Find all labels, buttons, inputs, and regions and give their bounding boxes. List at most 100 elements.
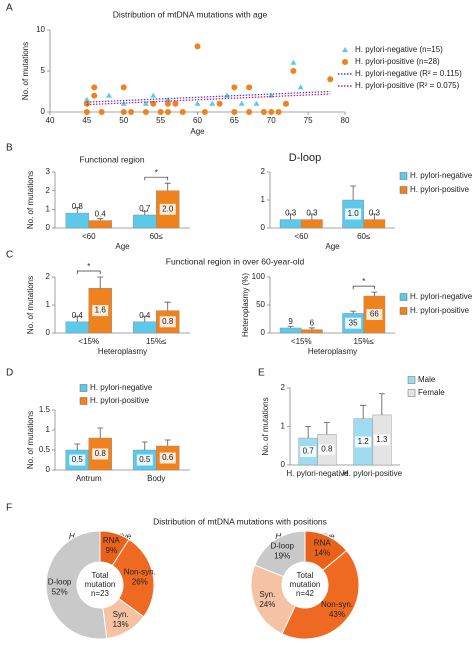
point [231, 84, 238, 91]
slice-value: 19% [274, 552, 290, 561]
x-tick-label: 80 [341, 116, 350, 125]
value-label: 1.2 [358, 437, 370, 446]
y-tick-label: 0 [46, 223, 51, 232]
y-tick-label: 0 [46, 328, 51, 337]
value-label: 0.3 [306, 209, 318, 218]
error-bar [308, 213, 315, 220]
y-tick-label: 2 [261, 167, 266, 176]
slice-value: 14% [314, 548, 330, 557]
point [201, 109, 208, 115]
point [120, 84, 127, 91]
point [172, 100, 179, 107]
value-label: 35 [349, 318, 358, 327]
point [238, 100, 245, 106]
legend-label: H. pylori-negative [410, 292, 473, 301]
x-tick-label: Body [147, 474, 165, 483]
significance-label: * [362, 277, 365, 286]
error-bar [97, 276, 104, 289]
error-bar [74, 443, 81, 450]
point [142, 109, 149, 115]
value-label: 0.3 [369, 209, 381, 218]
panel-letter: D [6, 368, 13, 379]
y-tick-label: 1 [46, 204, 51, 213]
y-axis-label: No. of mutations [26, 171, 35, 229]
value-label-box [373, 434, 390, 446]
error-bar [74, 315, 81, 322]
error-bar [350, 310, 357, 314]
y-tick-label: 1 [46, 425, 51, 434]
legend-swatch [342, 59, 348, 65]
value-label-box [345, 317, 362, 329]
legend-label: H. pylori-negative [90, 383, 153, 392]
bar [65, 321, 89, 334]
value-label-box [69, 454, 86, 466]
error-bar [371, 291, 378, 297]
point [179, 109, 186, 115]
y-tick-label: 2 [46, 272, 51, 281]
x-tick-label: <60 [82, 232, 96, 241]
trendline [86, 93, 331, 106]
slice-label: Non-syn. [124, 568, 156, 577]
x-tick-label: H. pylori-negative [286, 469, 349, 478]
x-tick-label: 60≤ [150, 232, 164, 241]
y-axis-label: No. of mutations [21, 42, 30, 100]
panel-letter: B [6, 143, 13, 154]
point [150, 92, 157, 98]
value-label: 1.6 [95, 306, 107, 315]
error-bar [350, 185, 357, 200]
pie-slice [111, 538, 155, 618]
slice-label: RNA [103, 536, 121, 545]
slice-value: 24% [259, 600, 275, 609]
y-axis-label: No. of mutations [26, 276, 35, 334]
slice-value: 43% [329, 610, 345, 619]
value-label-box [92, 448, 109, 460]
error-bar [308, 327, 315, 330]
bar [65, 212, 89, 229]
error-bar [164, 301, 171, 311]
x-tick-label: <60 [294, 232, 308, 241]
y-tick-label: 3 [46, 167, 51, 176]
x-tick-label: Antrum [76, 474, 102, 483]
bar [363, 219, 386, 229]
point [91, 84, 98, 91]
point [231, 109, 238, 115]
legend-label: Male [418, 375, 436, 384]
value-label: 66 [370, 310, 379, 319]
error-bar [164, 182, 171, 191]
x-tick-label: H. pylori-positive [343, 469, 403, 478]
bar [279, 327, 302, 334]
value-label: 0.7 [303, 447, 315, 456]
panel-letter: A [6, 3, 13, 14]
y-tick-label: 1 [261, 195, 266, 204]
value-label: 0.4 [72, 311, 84, 320]
pie-slice [45, 530, 108, 640]
value-label: 0.6 [162, 453, 174, 462]
value-label: 9 [288, 317, 293, 326]
legend-swatch [79, 397, 88, 405]
x-tick-label: 55 [156, 116, 165, 125]
error-bar [305, 426, 312, 439]
y-tick-label: 2 [281, 383, 286, 392]
error-bar [378, 393, 385, 415]
error-bar [74, 207, 81, 214]
center-label: n=42 [296, 589, 315, 598]
x-axis-label: Heteroplasmy [98, 347, 147, 356]
y-tick-label: 5 [41, 66, 46, 75]
bar [279, 219, 302, 229]
value-label: 0.8 [162, 317, 174, 326]
legend-swatch [399, 307, 408, 315]
pie-slice [254, 530, 306, 578]
center-label: mutation [290, 580, 321, 589]
error-bar [97, 218, 104, 221]
y-tick-label: 2 [46, 186, 51, 195]
point [246, 84, 253, 91]
pie-slice [250, 564, 296, 635]
error-bar [141, 210, 148, 215]
value-label-box [366, 309, 383, 321]
value-label-box [300, 446, 317, 458]
y-tick-label: 50 [256, 300, 265, 309]
error-bar [287, 325, 294, 328]
y-axis-label: No. of mutations [261, 397, 270, 455]
y-tick-label: 1 [281, 422, 286, 431]
legend-swatch [407, 376, 416, 384]
